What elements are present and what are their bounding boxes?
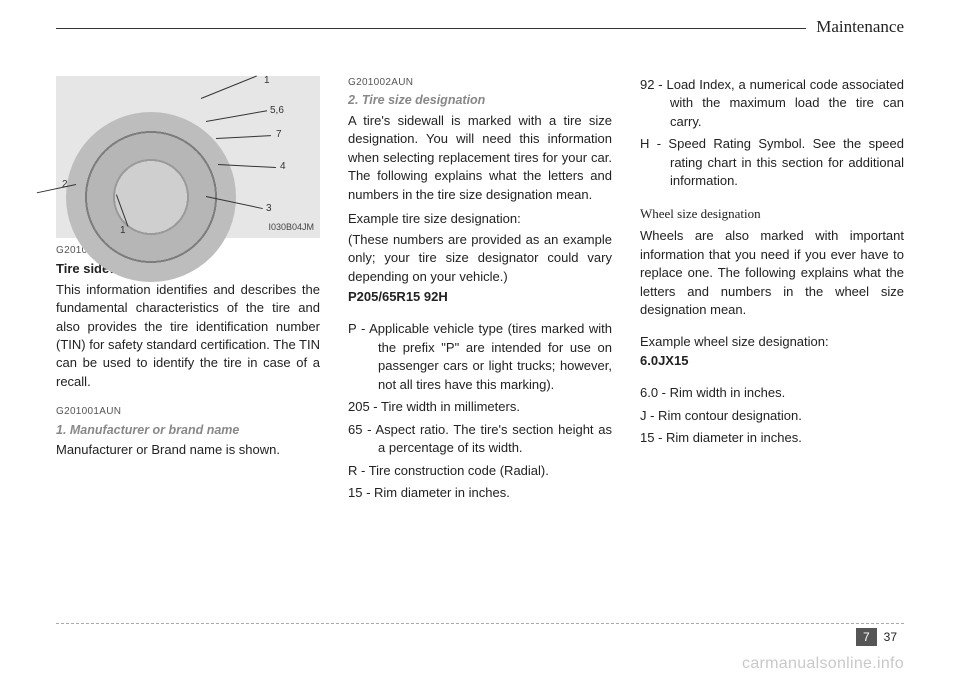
- column-3: 92 - Load Index, a numerical code associ…: [640, 76, 904, 503]
- leader-line: [216, 135, 271, 139]
- figure-label-1b: 1: [120, 224, 126, 238]
- leader-line: [201, 76, 257, 99]
- column-1: 1 5,6 7 4 3 2 1 I030B04JM G201000AUN Tir…: [56, 76, 320, 503]
- page-section: 7: [856, 628, 877, 646]
- header-rule: Maintenance: [56, 28, 904, 56]
- content-columns: 1 5,6 7 4 3 2 1 I030B04JM G201000AUN Tir…: [56, 76, 904, 503]
- paragraph: This information identifies and describe…: [56, 281, 320, 392]
- page-page: 37: [877, 628, 904, 646]
- header-title: Maintenance: [806, 17, 904, 37]
- definition-j: J - Rim contour designation.: [640, 407, 904, 425]
- figure-label-2: 2: [62, 178, 68, 192]
- definition-p: P - Applicable vehicle type (tires marke…: [348, 320, 612, 394]
- figure-label-7: 7: [276, 128, 282, 142]
- section-code: G201001AUN: [56, 405, 320, 419]
- leader-line: [206, 110, 267, 122]
- paragraph: A tire's sidewall is marked with a tire …: [348, 112, 612, 204]
- paragraph: Manufacturer or Brand name is shown.: [56, 441, 320, 459]
- example-wheel-label: Example wheel size designation:: [640, 333, 904, 351]
- watermark: carmanualsonline.info: [742, 655, 904, 673]
- definition-r: R - Tire construction code (Radial).: [348, 462, 612, 480]
- example-tire-size: P205/65R15 92H: [348, 288, 612, 306]
- definition-15: 15 - Rim diameter in inches.: [348, 484, 612, 502]
- section-code: G201002AUN: [348, 76, 612, 90]
- page-number: 7 37: [856, 628, 904, 646]
- heading-manufacturer: 1. Manufacturer or brand name: [56, 422, 320, 440]
- figure-code: I030B04JM: [268, 221, 314, 234]
- column-2: G201002AUN 2. Tire size designation A ti…: [348, 76, 612, 503]
- definition-h: H - Speed Rating Symbol. See the speed r…: [640, 135, 904, 190]
- definition-92: 92 - Load Index, a numerical code associ…: [640, 76, 904, 131]
- figure-label-56: 5,6: [270, 104, 284, 118]
- definition-w15: 15 - Rim diameter in inches.: [640, 429, 904, 447]
- paragraph: Example tire size designation:: [348, 210, 612, 228]
- paragraph: Wheels are also marked with impor­tant i…: [640, 227, 904, 319]
- definition-65: 65 - Aspect ratio. The tire's section he…: [348, 421, 612, 458]
- heading-wheel-size: Wheel size designation: [640, 205, 904, 223]
- heading-tire-size: 2. Tire size designation: [348, 92, 612, 110]
- tire-figure: 1 5,6 7 4 3 2 1 I030B04JM: [56, 76, 320, 238]
- definition-60: 6.0 - Rim width in inches.: [640, 384, 904, 402]
- page: Maintenance 1 5,6 7 4 3 2 1: [0, 0, 960, 689]
- figure-label-1: 1: [264, 74, 270, 88]
- paragraph: (These numbers are provided as an exampl…: [348, 231, 612, 286]
- figure-label-3: 3: [266, 202, 272, 216]
- figure-label-4: 4: [280, 160, 286, 174]
- footer: 7 37: [56, 623, 904, 643]
- example-wheel-size: 6.0JX15: [640, 352, 904, 370]
- definition-205: 205 - Tire width in millimeters.: [348, 398, 612, 416]
